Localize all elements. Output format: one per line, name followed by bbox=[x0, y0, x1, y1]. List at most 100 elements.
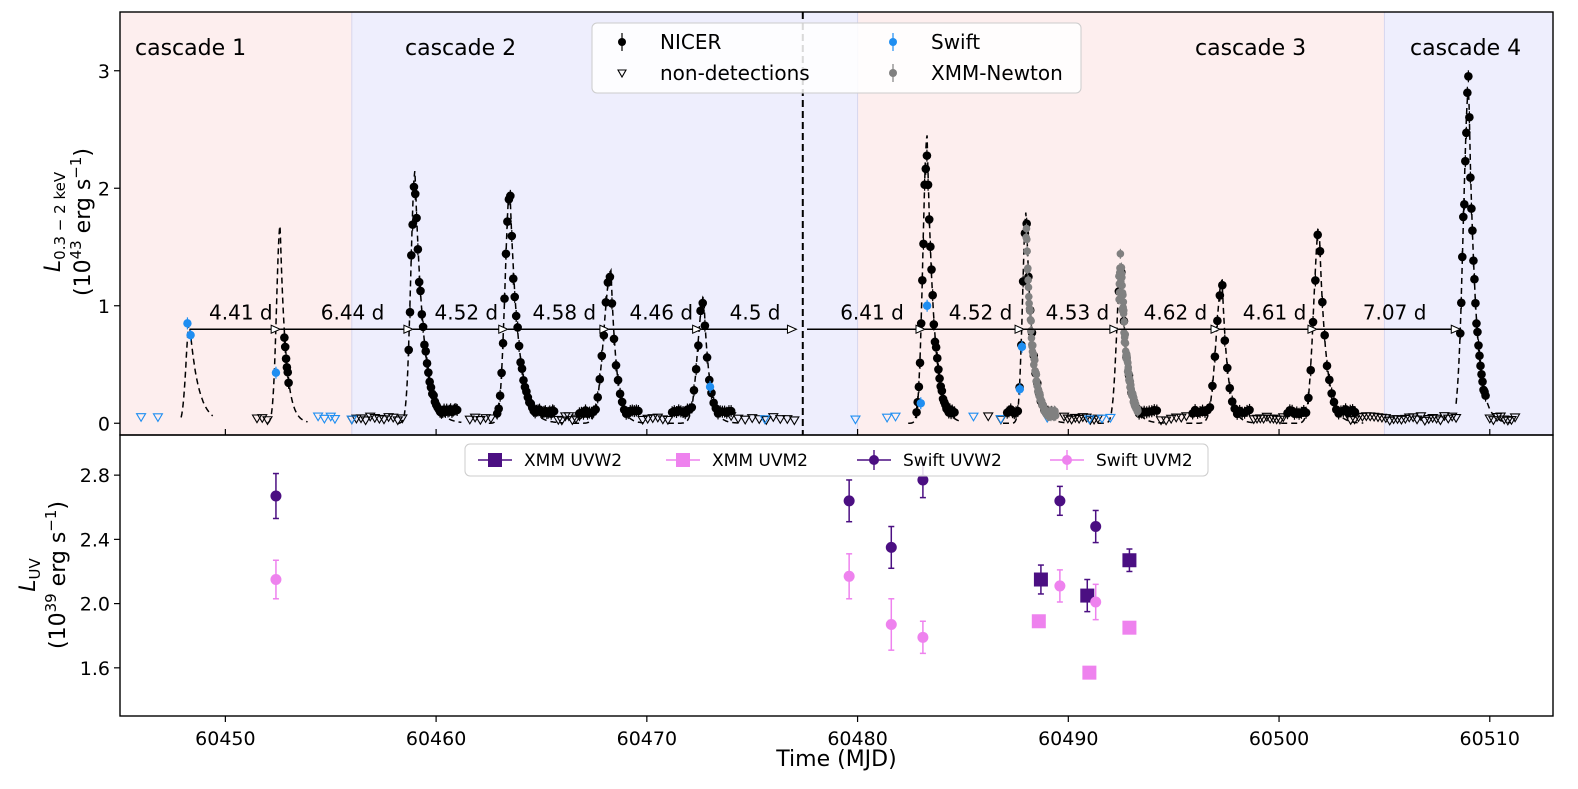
interval-arrow-head bbox=[1109, 324, 1121, 335]
nicer-point bbox=[931, 342, 941, 352]
nicer-point bbox=[915, 358, 925, 368]
nicer-point bbox=[421, 347, 431, 356]
nicer-point bbox=[1456, 298, 1466, 308]
nicer-point bbox=[514, 341, 524, 351]
nicer-point bbox=[1315, 246, 1325, 256]
nondetection-swift bbox=[1104, 413, 1116, 424]
xmm-point bbox=[1121, 330, 1130, 339]
nicer-point bbox=[1311, 276, 1320, 285]
nicer-point bbox=[1225, 383, 1235, 393]
nondetection-nicer bbox=[1261, 412, 1273, 423]
nicer-point bbox=[615, 389, 625, 399]
nicer-point bbox=[424, 368, 433, 377]
bottom-legend-marker-3 bbox=[1062, 455, 1072, 465]
nondetection-swift bbox=[759, 415, 771, 425]
xmm-point bbox=[1025, 292, 1033, 301]
nondetection-nicer bbox=[1446, 412, 1458, 422]
nondetection-nicer bbox=[1450, 413, 1462, 424]
nicer-point bbox=[452, 405, 462, 415]
nicer-point bbox=[494, 404, 503, 413]
top-ylabel-units-close: ) bbox=[71, 148, 96, 157]
nicer-point bbox=[1013, 406, 1023, 416]
interval-arrow-head bbox=[1307, 324, 1319, 335]
xmm-point bbox=[1023, 235, 1031, 244]
top-ylabel-units-exp: 43 bbox=[67, 240, 85, 259]
bottom-legend-label-1: XMM UVM2 bbox=[712, 451, 808, 471]
uv-point-0 bbox=[1080, 588, 1095, 603]
uv-point-1 bbox=[1082, 665, 1097, 680]
nicer-point bbox=[1308, 317, 1318, 327]
top-ytick-label: 0 bbox=[98, 413, 110, 435]
nicer-point bbox=[689, 385, 699, 395]
top-legend: NICER non-detections Swift XMM-Newton bbox=[591, 22, 1082, 94]
interval-label: 4.5 d bbox=[730, 300, 781, 324]
interval-label: 4.62 d bbox=[1144, 300, 1208, 324]
nicer-point bbox=[506, 191, 515, 201]
nicer-point bbox=[1325, 375, 1334, 385]
nondetection-nicer bbox=[360, 416, 372, 426]
nicer-point bbox=[1481, 391, 1490, 400]
xmm-point bbox=[1022, 224, 1031, 233]
nicer-point bbox=[918, 275, 927, 285]
nondetection-nicer bbox=[1407, 413, 1419, 423]
nicer-point bbox=[281, 354, 291, 363]
legend-marker-0 bbox=[618, 38, 626, 46]
top-ylabel-units-exp2: −1 bbox=[67, 157, 85, 179]
bottom-ylabel-subscript: UV bbox=[26, 558, 44, 580]
swift-point bbox=[922, 301, 932, 310]
nicer-point bbox=[1220, 336, 1230, 345]
xmm-point bbox=[1023, 247, 1031, 256]
uv-point-3 bbox=[885, 618, 897, 630]
nondetection-swift bbox=[1096, 414, 1108, 424]
interval-label: 4.61 d bbox=[1243, 300, 1307, 324]
uv-point-2 bbox=[1054, 495, 1066, 507]
nicer-point bbox=[726, 406, 736, 416]
cascade-band-1 bbox=[120, 12, 352, 435]
nicer-point bbox=[1460, 200, 1469, 209]
nondetection-nicer bbox=[774, 415, 786, 425]
xmm-point bbox=[1027, 317, 1035, 325]
nondetection-nicer bbox=[474, 416, 486, 426]
nicer-point bbox=[519, 375, 528, 385]
axis-labels: L0.3 − 2 keV(1043 erg s−1)LUV(1039 erg s… bbox=[16, 148, 897, 772]
xmm-point bbox=[1118, 273, 1126, 282]
cascade-band-4 bbox=[1384, 12, 1553, 435]
bottom-xtick-label: 60490 bbox=[1038, 728, 1098, 750]
nicer-point bbox=[950, 408, 959, 417]
nondetection-swift bbox=[850, 415, 861, 425]
nicer-point bbox=[497, 368, 506, 378]
nicer-point bbox=[914, 382, 924, 392]
bottom-xtick-label: 60470 bbox=[617, 728, 677, 750]
uv-point-1 bbox=[1122, 620, 1137, 635]
nicer-point bbox=[1472, 319, 1481, 328]
nicer-point bbox=[691, 364, 701, 374]
nicer-point bbox=[937, 386, 947, 396]
interval-label: 6.44 d bbox=[321, 300, 385, 324]
interval-label: 7.07 d bbox=[1363, 300, 1427, 324]
interval-label: 4.41 d bbox=[209, 300, 273, 324]
bottom-xtick-label: 60460 bbox=[406, 728, 466, 750]
bottom-legend-marker-0 bbox=[488, 453, 502, 467]
legend-marker-3 bbox=[889, 69, 897, 77]
bottom-xtick-label: 60510 bbox=[1460, 728, 1520, 750]
nicer-point bbox=[1462, 128, 1471, 138]
nicer-point bbox=[1327, 389, 1336, 398]
flare-model-5 bbox=[573, 267, 647, 424]
nondetection-swift bbox=[346, 415, 358, 425]
xmm-point bbox=[1027, 327, 1035, 335]
nondetection-nicer bbox=[1509, 413, 1521, 423]
interval-label: 4.53 d bbox=[1046, 300, 1110, 324]
nondetection-nicer bbox=[788, 416, 800, 426]
nondetection-swift bbox=[890, 412, 901, 422]
bottom-ylabel-units: (1039 erg s−1) bbox=[42, 501, 71, 649]
nicer-point bbox=[1210, 352, 1220, 361]
nicer-point bbox=[1459, 212, 1468, 222]
xmm-point bbox=[1024, 276, 1032, 284]
nicer-point bbox=[404, 345, 414, 355]
nicer-point bbox=[1306, 365, 1316, 375]
bottom-frame bbox=[119, 434, 1554, 717]
nicer-point bbox=[1461, 156, 1470, 166]
xmm-point bbox=[1027, 334, 1036, 342]
top-ylabel-units: (1043 erg s−1) bbox=[67, 148, 96, 296]
bottom-ylabel-units-exp2: −1 bbox=[42, 510, 60, 532]
